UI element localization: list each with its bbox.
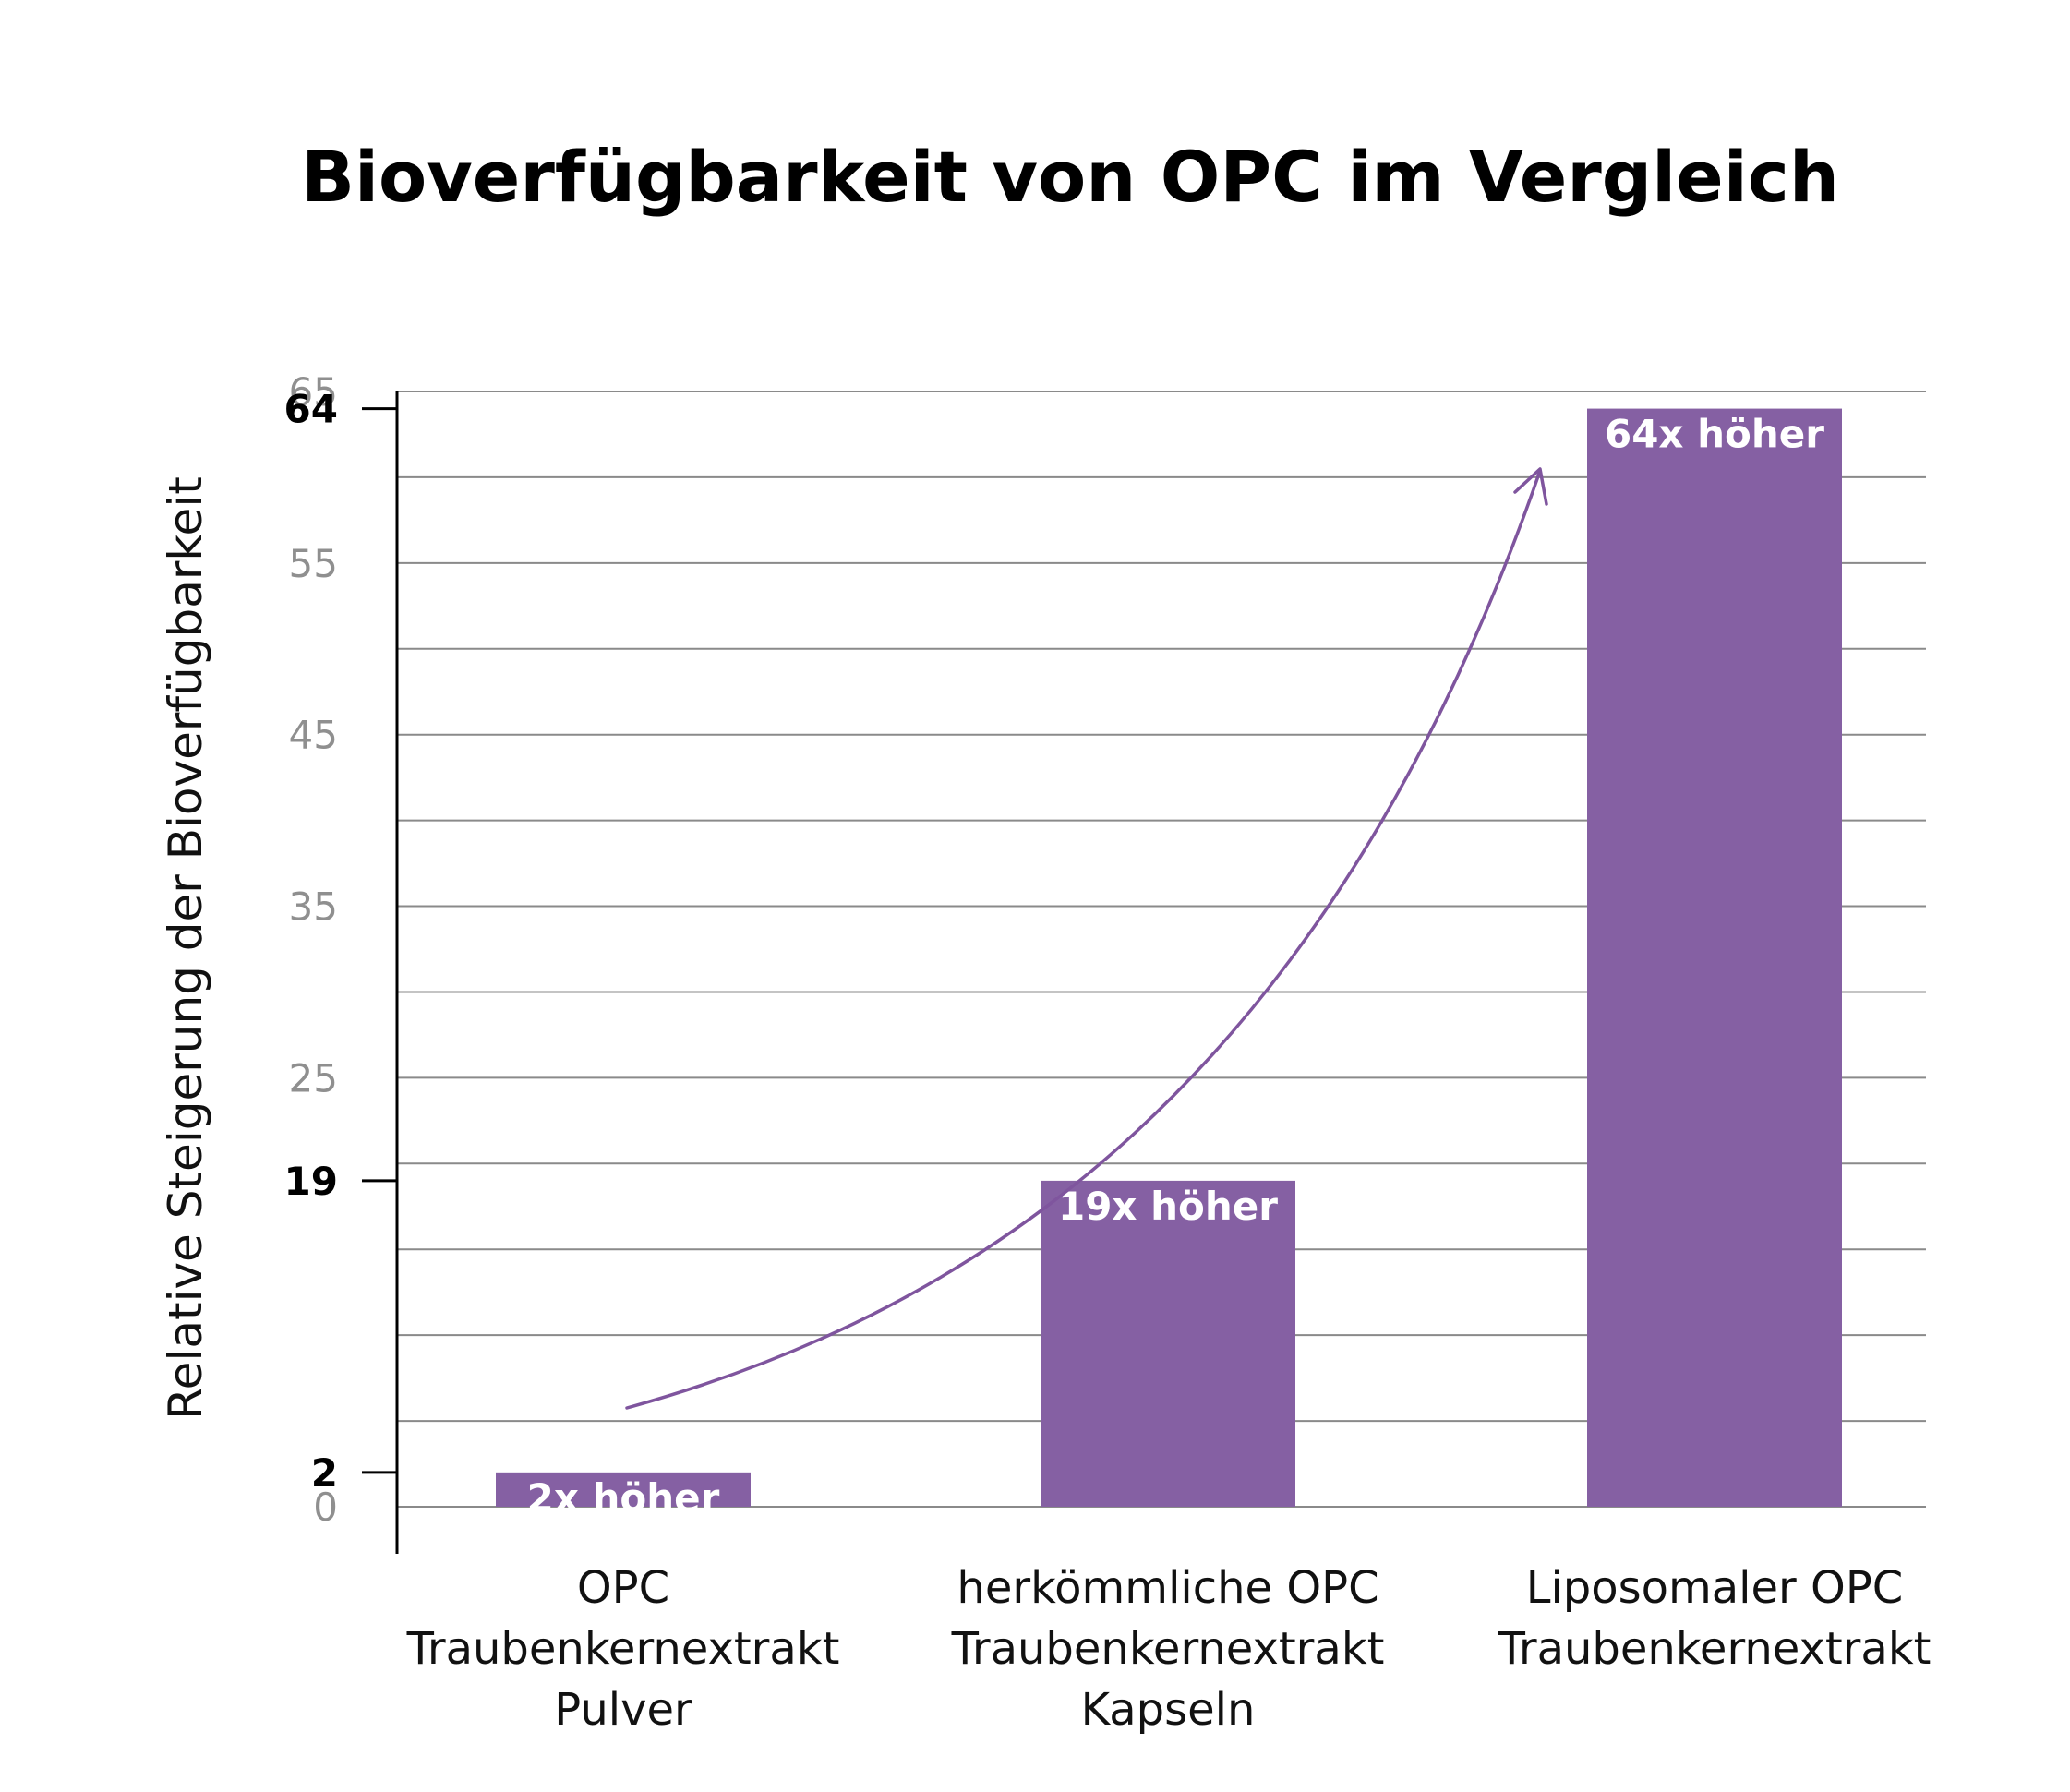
bar-data-label: 64x höher	[1605, 412, 1824, 457]
chart-title: Bioverfügbarkeit von OPC im Vergleich	[301, 136, 1839, 218]
y-tick-label: 35	[289, 884, 338, 930]
trend-arrow	[625, 467, 1548, 1410]
bars: 2x höher 19x höher 64x höher	[496, 408, 1842, 1521]
category-label-line: Pulver	[554, 1684, 692, 1736]
y-tick-label-highlight: 2	[311, 1450, 338, 1496]
bar	[1587, 408, 1842, 1508]
bar	[1041, 1180, 1295, 1507]
category-label-line: herkömmliche OPC	[957, 1562, 1378, 1614]
category-label-line: Traubenkernextrakt	[406, 1623, 840, 1675]
bar-data-label: 19x höher	[1058, 1184, 1278, 1229]
bar-data-label: 2x höher	[527, 1475, 720, 1521]
y-tick-label: 0	[313, 1485, 338, 1530]
y-tick-label-highlight: 64	[284, 387, 338, 432]
y-tick-label: 55	[289, 541, 338, 586]
category-label-line: Liposomaler OPC	[1526, 1562, 1904, 1614]
trend-arrow-curve	[625, 469, 1542, 1410]
category-label-line: Traubenkernextrakt	[951, 1623, 1385, 1675]
category-label-line: Kapseln	[1081, 1684, 1256, 1736]
bar	[496, 1472, 751, 1507]
y-axis-label: Relative Steigerung der Bioverfügbarkeit	[159, 476, 212, 1420]
category-label-line: OPC	[577, 1562, 669, 1614]
y-tick-label: 45	[289, 713, 338, 758]
category-label-line: Traubenkernextrakt	[1498, 1623, 1932, 1675]
y-tick-label: 25	[289, 1055, 338, 1100]
y-tick-labels: 0 25 35 45 55 65 2 19 64	[284, 369, 397, 1530]
y-tick-label-highlight: 19	[284, 1159, 338, 1204]
category-labels: OPC Traubenkernextrakt Pulver herkömmliche …	[406, 1562, 1932, 1736]
trend-arrowhead	[1513, 467, 1548, 506]
y-tick-label: 65	[289, 369, 338, 415]
